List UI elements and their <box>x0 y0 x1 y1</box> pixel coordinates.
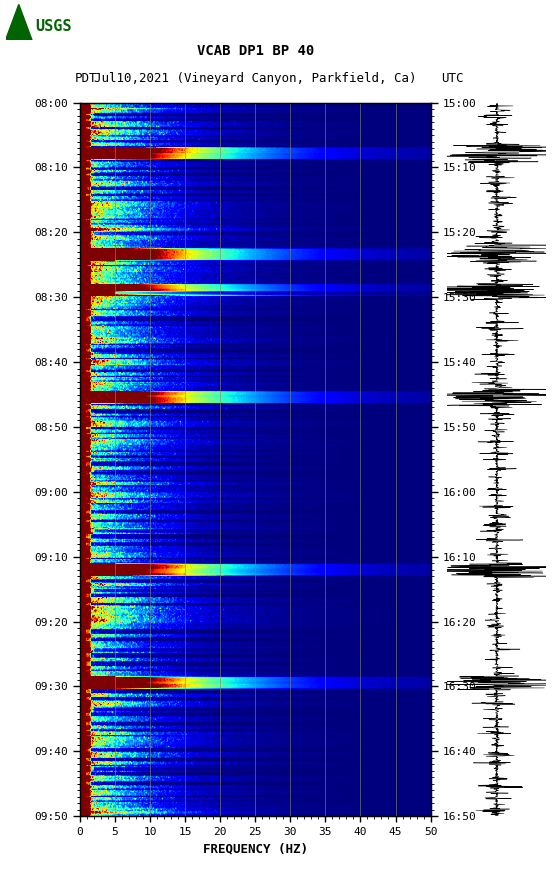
Text: USGS: USGS <box>35 20 72 34</box>
Text: UTC: UTC <box>442 71 464 85</box>
Text: PDT: PDT <box>75 71 97 85</box>
X-axis label: FREQUENCY (HZ): FREQUENCY (HZ) <box>203 842 308 855</box>
Polygon shape <box>6 4 32 40</box>
Text: VCAB DP1 BP 40: VCAB DP1 BP 40 <box>197 44 314 58</box>
Text: Jul10,2021 (Vineyard Canyon, Parkfield, Ca): Jul10,2021 (Vineyard Canyon, Parkfield, … <box>94 71 417 85</box>
